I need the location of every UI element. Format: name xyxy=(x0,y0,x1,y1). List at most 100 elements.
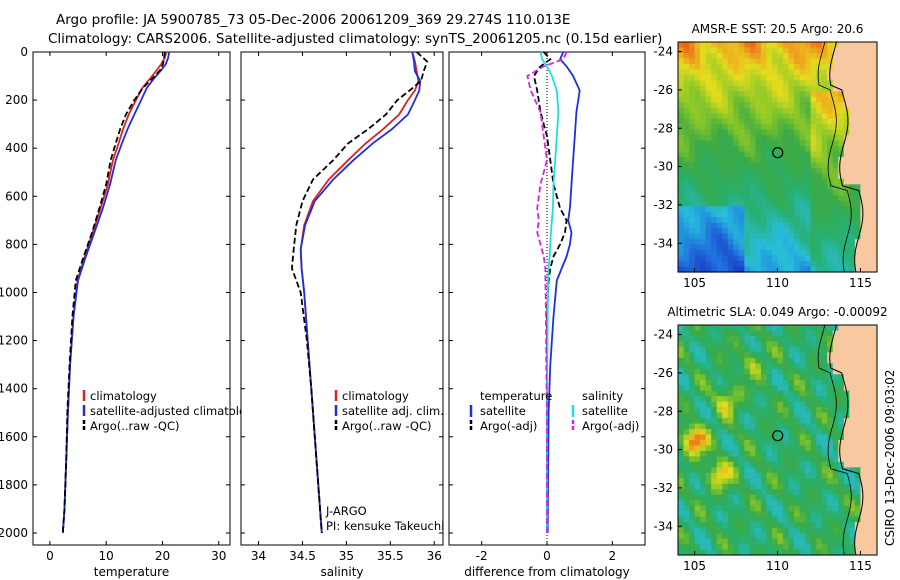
map-cell xyxy=(838,146,845,153)
map-cell xyxy=(771,173,779,180)
map-cell xyxy=(705,385,712,392)
map-cell xyxy=(689,538,696,545)
map-cell xyxy=(849,500,856,507)
map-cell xyxy=(810,368,817,375)
map-cell xyxy=(865,102,873,109)
map-cell xyxy=(849,140,856,147)
map-cell xyxy=(816,472,823,479)
map-cell xyxy=(766,346,773,353)
map-cell xyxy=(744,522,751,529)
y-tick-label: 1000 xyxy=(0,285,28,299)
map-cell xyxy=(711,85,718,92)
map-cell xyxy=(805,368,812,375)
map-cell xyxy=(733,200,740,207)
map-cell xyxy=(810,239,817,246)
map-cell xyxy=(843,74,850,81)
map-cell xyxy=(771,195,779,202)
map-cell xyxy=(843,494,850,501)
map-cell xyxy=(705,102,712,109)
map-cell xyxy=(738,195,745,202)
map-cell xyxy=(766,533,773,540)
map-cell xyxy=(777,544,784,551)
map-cell xyxy=(738,69,745,76)
map-cell xyxy=(766,211,773,218)
map-cell xyxy=(766,102,773,109)
map-cell xyxy=(805,335,812,343)
map-cell xyxy=(821,368,828,375)
map-cell xyxy=(694,341,701,348)
map-cell xyxy=(705,549,712,556)
map-cell xyxy=(683,200,690,207)
map-cell xyxy=(849,544,856,551)
map-cell xyxy=(810,325,817,332)
map-cell xyxy=(832,500,839,507)
map-cell xyxy=(788,341,795,348)
map-cell xyxy=(760,522,768,529)
map-cell xyxy=(700,412,707,419)
map-cell xyxy=(694,461,701,468)
map-cell xyxy=(727,368,734,375)
map-cell xyxy=(694,440,701,447)
map-cell xyxy=(760,467,768,474)
map-cell xyxy=(744,511,751,518)
map-cell xyxy=(849,412,856,419)
map-cell xyxy=(865,494,873,501)
map-cell xyxy=(777,346,784,353)
map-cell xyxy=(766,96,773,103)
map-cell xyxy=(771,255,779,262)
map-cell xyxy=(799,478,806,485)
map-cell xyxy=(744,151,751,158)
map-cell xyxy=(865,456,873,463)
map-cell xyxy=(860,200,867,207)
map-cell xyxy=(799,58,806,65)
map-cell xyxy=(744,363,751,370)
map-cell xyxy=(711,118,718,125)
map-cell xyxy=(821,483,828,490)
map-cell xyxy=(722,228,729,235)
map-cell xyxy=(689,266,696,273)
map-cell xyxy=(683,379,690,386)
map-cell xyxy=(716,467,723,474)
map-cell xyxy=(860,222,867,229)
map-cell xyxy=(705,440,712,447)
map-cell xyxy=(805,96,812,103)
map-cell xyxy=(711,47,718,54)
map-cell xyxy=(849,445,856,452)
map-cell xyxy=(771,368,779,375)
map-cell xyxy=(694,42,701,49)
map-cell xyxy=(678,429,685,436)
map-cell xyxy=(749,418,756,425)
map-cell xyxy=(749,538,756,545)
map-cell xyxy=(760,483,768,490)
map-cell xyxy=(832,266,839,273)
map-cell xyxy=(871,124,878,131)
map-cell xyxy=(849,124,856,131)
map-cell xyxy=(700,346,707,353)
map-cell xyxy=(700,390,707,397)
map-cell xyxy=(689,167,696,175)
map-cell xyxy=(766,450,773,458)
map-cell xyxy=(843,178,850,185)
y-tick-label: -32 xyxy=(653,481,673,495)
map-cell xyxy=(843,445,850,452)
map-cell xyxy=(733,195,740,202)
map-cell xyxy=(810,124,817,131)
map-cell xyxy=(838,505,845,512)
map-cell xyxy=(700,401,707,408)
map-cell xyxy=(738,157,745,164)
map-cell xyxy=(722,423,729,430)
map-cell xyxy=(711,357,718,364)
map-cell xyxy=(810,266,817,273)
map-cell xyxy=(716,407,723,414)
map-cell xyxy=(854,58,862,65)
map-cell xyxy=(683,102,690,109)
map-cell xyxy=(733,429,740,436)
map-cell xyxy=(777,527,784,534)
map-cell xyxy=(783,140,790,147)
map-cell xyxy=(683,239,690,246)
map-cell xyxy=(705,357,712,364)
map-cell xyxy=(694,167,701,175)
map-cell xyxy=(705,85,712,92)
map-cell xyxy=(799,352,806,359)
map-cell xyxy=(744,412,751,419)
